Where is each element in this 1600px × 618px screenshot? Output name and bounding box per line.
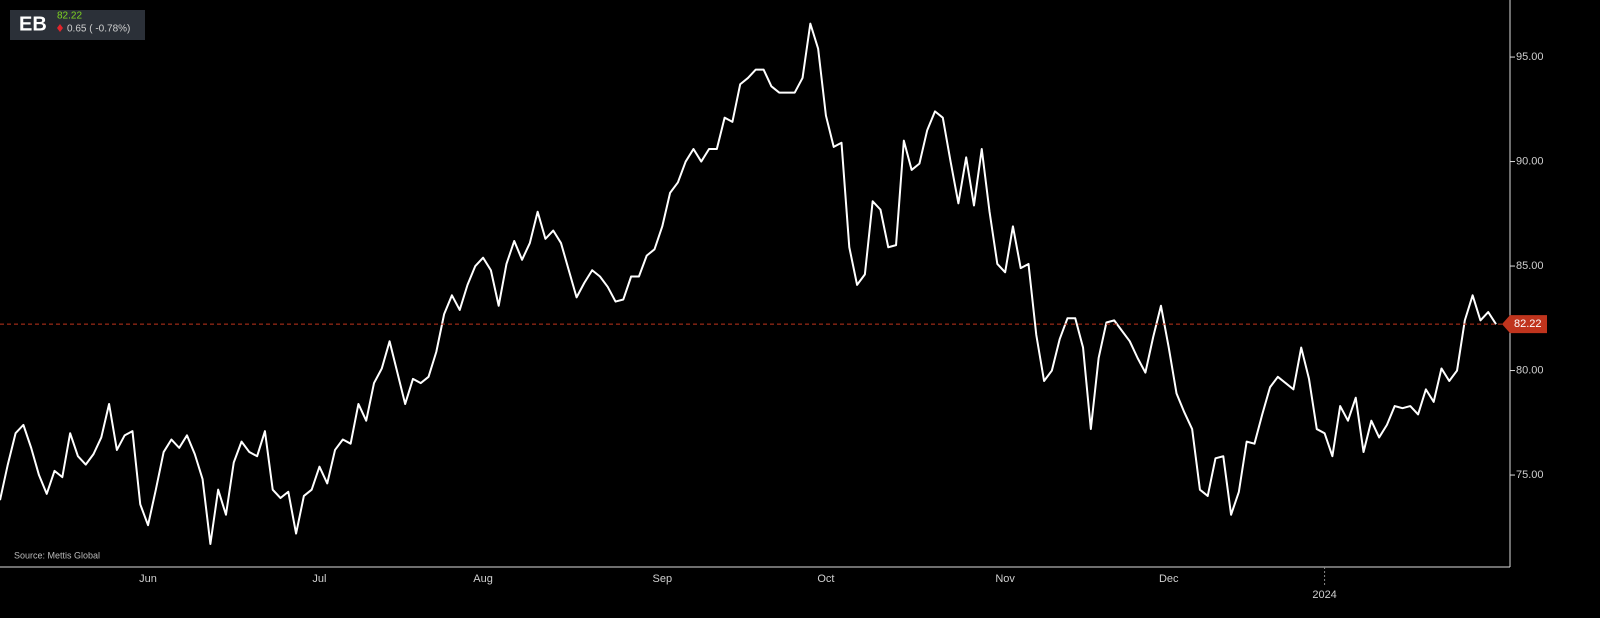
x-tick-label: Jul bbox=[312, 573, 326, 585]
y-tick-label: 85.00 bbox=[1516, 260, 1544, 272]
ticker: EB bbox=[19, 13, 47, 35]
x-tick-label: Sep bbox=[653, 573, 673, 585]
x-tick-label: Jun bbox=[139, 573, 157, 585]
x-tick-label: Oct bbox=[817, 573, 834, 585]
ticker-bg bbox=[10, 10, 145, 40]
y-tick-label: 80.00 bbox=[1516, 364, 1544, 376]
y-tick-label: 90.00 bbox=[1516, 155, 1544, 167]
ticker-box: EB 82.22 0.65 ( -0.78%) bbox=[10, 10, 145, 40]
down-icon bbox=[57, 24, 63, 32]
x-tick-label: Nov bbox=[995, 573, 1015, 585]
x-tick-label: Aug bbox=[473, 573, 493, 585]
y-tick-label: 75.00 bbox=[1516, 469, 1544, 481]
price: 82.22 bbox=[57, 11, 82, 22]
last-price-label: 82.22 bbox=[1514, 318, 1542, 330]
y-tick-label: 95.00 bbox=[1516, 51, 1544, 63]
x-tick-label: Dec bbox=[1159, 573, 1179, 585]
change: 0.65 ( -0.78%) bbox=[67, 24, 130, 35]
price-line bbox=[0, 22, 1497, 546]
x-tick-label: 2024 bbox=[1312, 589, 1336, 601]
source: Source: Mettis Global bbox=[14, 550, 100, 560]
last-price-tag bbox=[1502, 315, 1547, 334]
